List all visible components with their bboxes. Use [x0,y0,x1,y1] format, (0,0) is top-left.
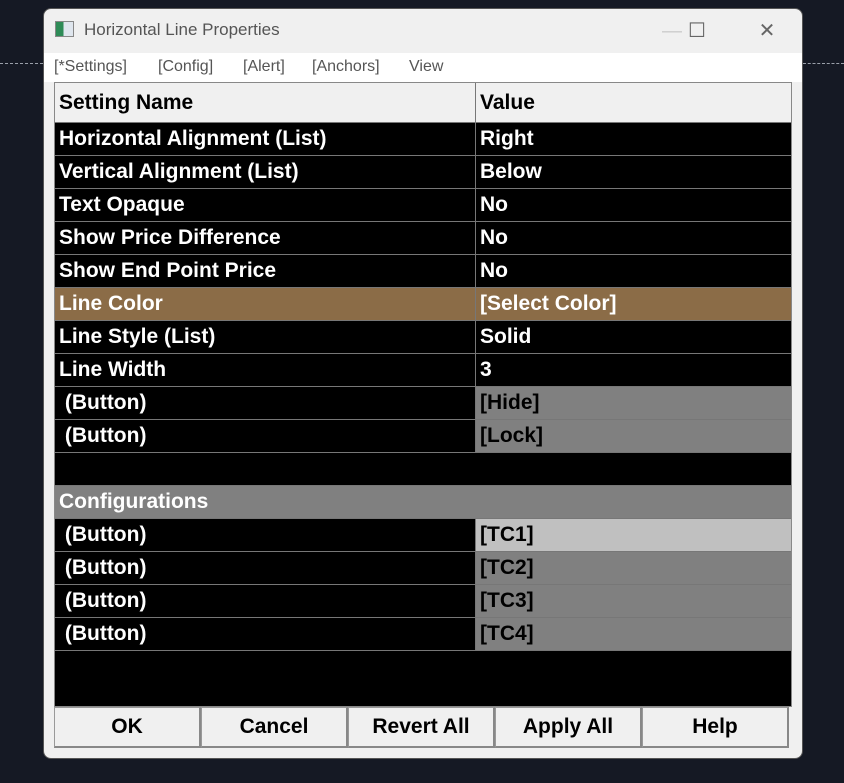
setting-value[interactable]: Solid [480,325,532,348]
menu-settings[interactable]: [*Settings] [54,58,127,75]
chart-dashed-line-left [0,63,43,64]
menu-config[interactable]: [Config] [158,58,214,75]
chart-dashed-line-right [803,63,844,64]
table-row[interactable]: Line Width 3 [55,354,791,387]
setting-value[interactable]: No [480,193,508,216]
setting-name: Line Color [55,288,476,320]
setting-name: Horizontal Alignment (List) [55,123,476,155]
setting-value[interactable]: [Lock] [476,420,791,452]
header-setting-name: Setting Name [55,83,476,122]
button-bar: OK Cancel Revert All Apply All Help [54,707,789,748]
properties-dialog: Horizontal Line Properties — ☐ ✕ [*Setti… [43,8,803,759]
setting-name: (Button) [55,618,476,650]
apply-all-button[interactable]: Apply All [495,707,642,748]
setting-name: Configurations [59,490,209,513]
setting-value[interactable]: [TC2] [476,552,791,584]
table-row[interactable]: (Button) [Lock] [55,420,791,453]
setting-value[interactable]: [Hide] [476,387,791,419]
setting-value[interactable]: 3 [480,358,492,381]
maximize-button[interactable]: ☐ [688,20,706,42]
setting-value[interactable]: [Select Color] [480,292,617,315]
table-row[interactable]: Show End Point Price No [55,255,791,288]
table-row[interactable]: (Button) [TC1] [55,519,791,552]
setting-name [55,453,476,485]
menu-alert[interactable]: [Alert] [243,58,285,75]
setting-name: (Button) [55,552,476,584]
ok-button[interactable]: OK [54,707,201,748]
close-button[interactable]: ✕ [758,20,776,42]
setting-name: Line Style (List) [55,321,476,353]
menu-bar: [*Settings] [Config] [Alert] [Anchors] V… [44,53,802,82]
setting-value[interactable]: Below [480,160,542,183]
header-value: Value [476,83,791,122]
setting-name: (Button) [55,420,476,452]
app-icon [55,21,74,37]
table-row[interactable]: (Button) [TC2] [55,552,791,585]
table-header: Setting Name Value [55,83,791,123]
setting-name: (Button) [55,387,476,419]
setting-value[interactable]: Right [480,127,534,150]
settings-table: Setting Name Value Horizontal Alignment … [54,82,792,707]
table-row[interactable]: Text Opaque No [55,189,791,222]
table-row[interactable]: Line Color [Select Color] [55,288,791,321]
table-row[interactable]: (Button) [TC3] [55,585,791,618]
setting-name: Line Width [55,354,476,386]
cancel-button[interactable]: Cancel [201,707,348,748]
setting-value[interactable]: No [480,259,508,282]
window-title: Horizontal Line Properties [84,20,280,39]
section-header-row[interactable]: Configurations [55,486,791,519]
menu-anchors[interactable]: [Anchors] [312,58,380,75]
setting-name: Vertical Alignment (List) [55,156,476,188]
setting-value[interactable]: [TC3] [476,585,791,617]
table-row[interactable]: Horizontal Alignment (List) Right [55,123,791,156]
minimize-button[interactable]: — [662,20,682,42]
menu-view[interactable]: View [409,58,444,75]
setting-name: Show End Point Price [55,255,476,287]
table-row[interactable]: Line Style (List) Solid [55,321,791,354]
help-button[interactable]: Help [642,707,789,748]
setting-name: (Button) [55,519,476,551]
table-row[interactable]: Vertical Alignment (List) Below [55,156,791,189]
table-row[interactable]: (Button) [TC4] [55,618,791,651]
setting-value[interactable]: [TC4] [476,618,791,650]
setting-name: Show Price Difference [55,222,476,254]
table-row[interactable] [55,453,791,486]
table-row[interactable]: Show Price Difference No [55,222,791,255]
title-bar[interactable]: Horizontal Line Properties — ☐ ✕ [44,9,802,53]
table-row[interactable]: (Button) [Hide] [55,387,791,420]
setting-name: Text Opaque [55,189,476,221]
setting-value[interactable]: No [480,226,508,249]
setting-value[interactable]: [TC1] [476,519,791,551]
setting-name: (Button) [55,585,476,617]
revert-all-button[interactable]: Revert All [348,707,495,748]
